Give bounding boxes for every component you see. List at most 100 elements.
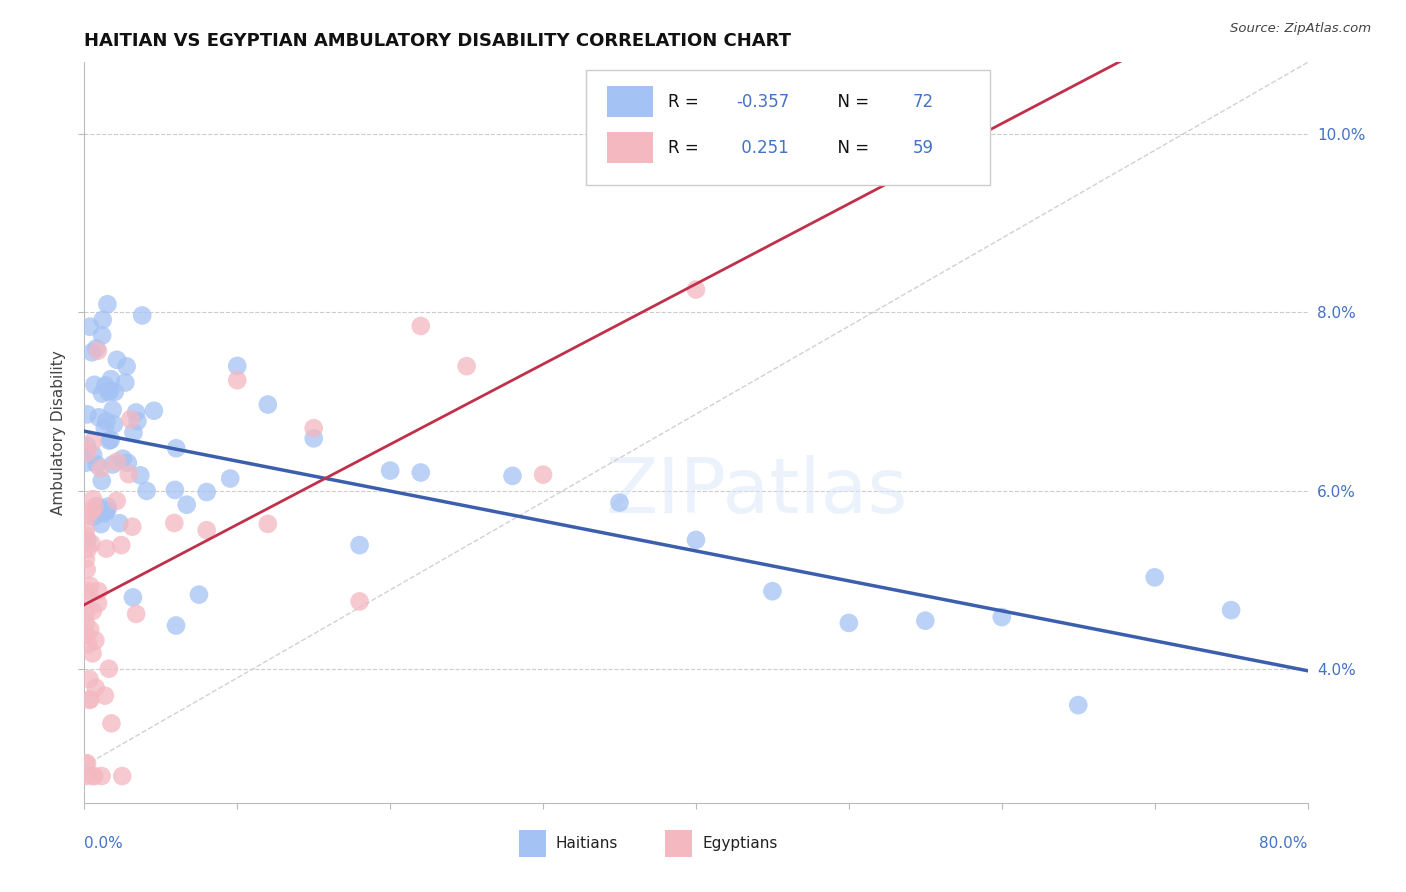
Point (79, 692, 101, 706)
Point (79, 579, 101, 593)
Point (96, 541, 118, 556)
Point (100, 372, 122, 386)
Point (100, 716, 122, 731)
Point (82, 604, 104, 618)
Text: 72: 72 (912, 93, 934, 111)
Point (117, 456, 139, 470)
Point (195, 485, 218, 500)
Point (84, 681, 107, 695)
Point (111, 451, 134, 466)
Point (302, 431, 325, 445)
Point (97, 385, 120, 400)
Point (135, 483, 157, 498)
Point (82, 448, 104, 462)
Point (226, 373, 249, 387)
Text: 59: 59 (912, 138, 934, 157)
Point (91, 386, 114, 401)
Point (87, 410, 110, 425)
Point (131, 309, 153, 323)
Point (90, 461, 112, 475)
Point (86, 458, 108, 472)
Point (86, 499, 108, 513)
Y-axis label: Ambulatory Disability: Ambulatory Disability (51, 351, 66, 515)
Point (226, 359, 249, 373)
Point (122, 425, 145, 440)
Point (87, 584, 110, 599)
Point (127, 414, 149, 428)
Point (1220, 603, 1243, 617)
Point (165, 442, 187, 456)
Point (90, 474, 112, 488)
Point (98, 384, 121, 398)
Point (302, 421, 325, 435)
Point (163, 483, 186, 497)
Point (82, 492, 104, 507)
Point (77, 637, 100, 651)
Point (94, 689, 117, 703)
Point (108, 516, 131, 530)
Point (80, 345, 103, 359)
Point (93, 421, 115, 435)
Point (685, 283, 707, 297)
Point (257, 398, 280, 412)
Point (76, 408, 98, 422)
Point (83, 500, 105, 514)
Text: -0.357: -0.357 (737, 93, 790, 111)
Point (349, 594, 371, 608)
Point (80, 536, 103, 550)
Point (77, 584, 100, 599)
Point (609, 495, 631, 509)
Point (75, 769, 97, 783)
Point (76, 533, 98, 548)
Point (761, 584, 783, 599)
Point (75, 456, 97, 470)
Point (257, 516, 280, 531)
Point (502, 468, 524, 483)
Point (195, 523, 218, 537)
Point (80, 504, 103, 518)
Text: 80.0%: 80.0% (1260, 836, 1308, 851)
Point (96, 414, 118, 428)
Point (122, 591, 145, 605)
Point (75, 587, 97, 601)
Point (349, 538, 371, 552)
Point (96, 297, 118, 311)
Point (75, 522, 97, 536)
Point (75, 628, 97, 642)
Point (76, 562, 98, 576)
Point (84, 633, 107, 648)
Point (165, 618, 187, 632)
Point (105, 352, 128, 367)
Point (75, 757, 97, 772)
Text: HAITIAN VS EGYPTIAN AMBULATORY DISABILITY CORRELATION CHART: HAITIAN VS EGYPTIAN AMBULATORY DISABILIT… (84, 32, 792, 50)
Point (1067, 698, 1090, 712)
Bar (606, 87, 654, 117)
Point (90, 517, 112, 532)
Point (105, 455, 128, 469)
Point (75, 529, 97, 543)
Point (96, 502, 118, 516)
Point (77, 693, 100, 707)
Bar (665, 830, 692, 857)
Point (90, 769, 112, 783)
Point (82, 646, 104, 660)
Point (101, 402, 124, 417)
Text: Egyptians: Egyptians (702, 836, 778, 851)
Point (91, 328, 114, 343)
Point (84, 342, 107, 356)
Text: R =: R = (668, 138, 704, 157)
Point (75, 552, 97, 566)
Point (79, 319, 101, 334)
Text: N =: N = (827, 138, 875, 157)
Point (120, 412, 142, 426)
Point (87, 596, 110, 610)
Point (914, 614, 936, 628)
Point (83, 509, 105, 524)
Point (82, 769, 104, 783)
Point (531, 467, 554, 482)
Point (121, 519, 143, 533)
Point (114, 376, 136, 390)
Text: 0.251: 0.251 (737, 138, 789, 157)
Bar (519, 830, 546, 857)
Point (103, 417, 125, 432)
